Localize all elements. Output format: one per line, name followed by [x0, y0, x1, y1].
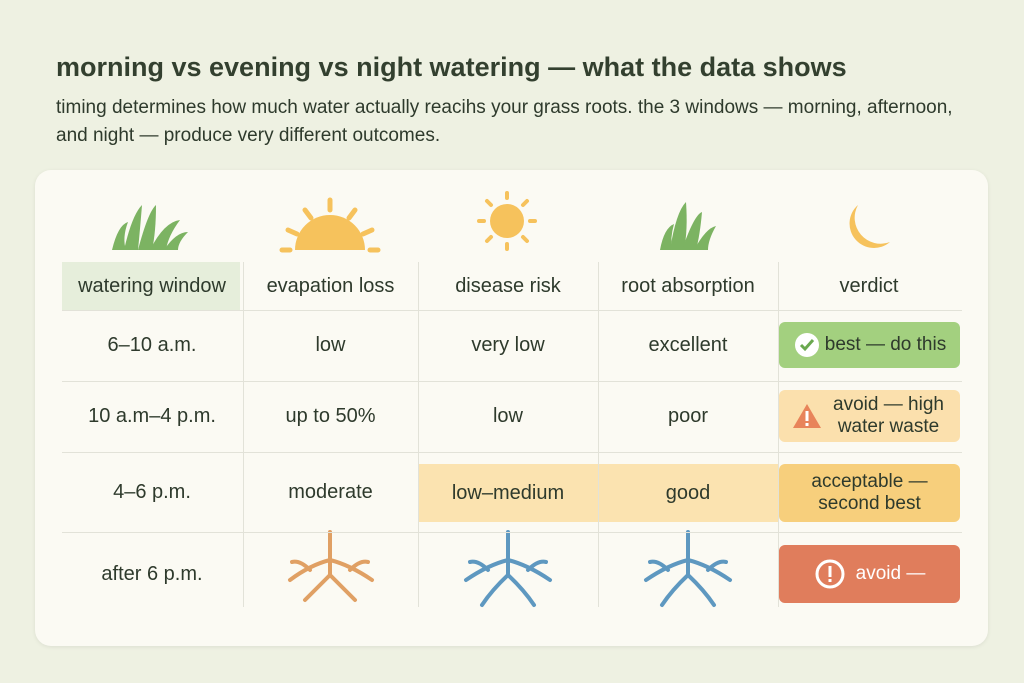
subtitle: timing determines how much water actuall… [56, 97, 953, 146]
cell: excellent [648, 334, 728, 356]
verdict: avoid — high water waste [833, 394, 944, 437]
verdict: avoid — [855, 563, 926, 584]
title: morning vs evening vs night watering — w… [56, 52, 847, 82]
verdict-badge: acceptable — second best [779, 464, 960, 522]
divider [598, 262, 599, 607]
divider [418, 262, 419, 607]
column-header: watering window [78, 274, 226, 297]
alert-icon [815, 559, 845, 589]
warning-icon [792, 404, 821, 428]
verdict-badge: avoid — high water waste [779, 390, 960, 442]
row-divider [62, 532, 962, 533]
cell: after 6 p.m. [101, 563, 203, 585]
grass-icon [112, 205, 188, 250]
sun-icon [477, 191, 537, 251]
grass-icon [660, 202, 716, 250]
cell: 10 a.m–4 p.m. [88, 405, 216, 427]
cell: low [315, 334, 346, 356]
cell: 6–10 a.m. [107, 334, 197, 356]
column-header: disease risk [455, 274, 561, 297]
divider [778, 262, 779, 607]
row-divider [62, 310, 962, 311]
column-header: root absorption [621, 274, 755, 297]
check-icon [794, 333, 819, 357]
sun-rise-icon [279, 197, 381, 253]
header-highlight [62, 262, 240, 310]
verdict-badge: best — do this [779, 322, 960, 368]
cell: up to 50% [285, 405, 376, 427]
row-divider [62, 381, 962, 382]
cell: good [665, 481, 711, 504]
cell: moderate [288, 480, 373, 503]
verdict-badge: avoid — [779, 545, 960, 603]
cell: low–medium [451, 481, 565, 504]
verdict: best — do this [824, 334, 947, 355]
divider [243, 262, 244, 607]
cell: poor [667, 405, 709, 427]
column-header: verdict [839, 274, 899, 297]
row-divider [62, 452, 962, 453]
verdict: acceptable — second best [811, 471, 928, 514]
roots-icons [288, 530, 732, 607]
cell: very low [471, 334, 545, 356]
cell: 4–6 p.m. [113, 480, 191, 503]
column-header: evapation loss [266, 274, 395, 297]
moon-icon [849, 205, 890, 248]
cell: low [492, 405, 523, 427]
